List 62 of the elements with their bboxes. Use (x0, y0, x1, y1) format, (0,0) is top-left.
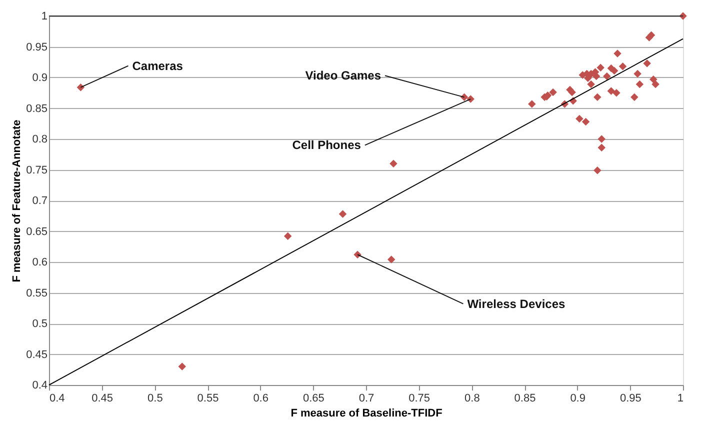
x-tick-label: 0.5 (148, 392, 163, 404)
x-tick-label: 0.9 (570, 392, 586, 404)
y-axis-title: F measure of Feature-Annotate (11, 120, 24, 282)
x-tick-label: 0.4 (50, 392, 65, 404)
y-tick-label: 0.75 (26, 164, 48, 176)
y-tick-label: 0.7 (32, 195, 48, 207)
point (338, 210, 347, 218)
point (598, 135, 606, 143)
point (284, 232, 292, 240)
y-tick-label: 0.65 (26, 226, 48, 238)
x-tick-label: 1 (677, 392, 684, 404)
point (634, 70, 642, 78)
point (594, 93, 602, 102)
y-tick-label: 0.9 (32, 72, 48, 84)
point (576, 114, 584, 123)
x-tick-label: 0.75 (408, 392, 430, 404)
x-tick-label: 0.55 (197, 392, 219, 404)
y-tick-label: 0.8 (32, 134, 48, 146)
point (645, 34, 654, 42)
x-tick-label: 0.95 (620, 392, 642, 404)
annotation: Video Games (305, 68, 382, 83)
point (390, 160, 398, 168)
x-axis-title: F measure of Baseline-TFIDF (290, 408, 443, 420)
point (598, 144, 606, 152)
annotation: Wireless Devices (467, 296, 566, 311)
annotation: Cameras (132, 58, 184, 73)
y-tick-label: 0.55 (26, 287, 48, 300)
x-tick-label: 0.7 (358, 392, 374, 404)
x-tick-label: 0.8 (464, 392, 480, 404)
point (630, 93, 638, 102)
y-tick-label: 1 (41, 10, 48, 22)
y-tick-label: 0.6 (32, 256, 48, 268)
point (652, 80, 660, 88)
point (178, 362, 186, 370)
point (603, 72, 611, 80)
point (76, 83, 85, 92)
point (466, 95, 474, 103)
point (528, 100, 536, 108)
point (594, 166, 602, 174)
point (612, 89, 620, 97)
point (618, 62, 627, 70)
x-tick-label: 0.45 (92, 392, 114, 404)
x-tick-label: 0.6 (253, 392, 268, 404)
y-tick-label: 0.95 (26, 41, 48, 54)
point (643, 59, 651, 68)
y-tick-label: 0.5 (32, 318, 48, 330)
y-tick-label: 0.45 (26, 348, 48, 361)
point (582, 118, 590, 126)
point (636, 80, 644, 88)
point (387, 256, 396, 264)
point (568, 88, 576, 96)
point (607, 87, 616, 95)
y-tick-label: 0.85 (26, 102, 48, 115)
point (614, 50, 622, 58)
y-tick-label: 0.4 (32, 380, 48, 392)
x-tick-label: 0.85 (514, 392, 536, 404)
point (596, 64, 604, 72)
annotation: Cell Phones (292, 138, 362, 152)
x-tick-label: 0.65 (302, 392, 324, 404)
point (354, 250, 362, 258)
point (549, 88, 557, 96)
point (587, 80, 595, 88)
